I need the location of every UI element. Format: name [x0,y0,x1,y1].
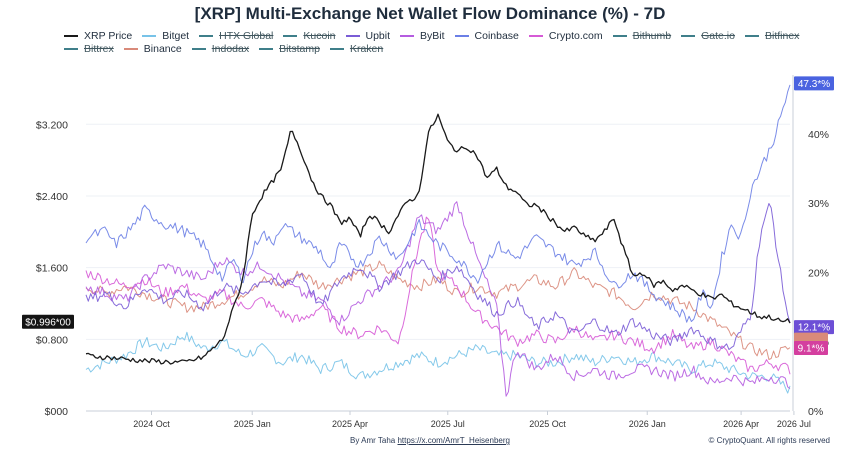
x-tick-label: 2025 Jul [431,419,465,429]
legend-label: Crypto.com [548,30,603,42]
legend-label: Bitget [162,30,190,42]
series-line-coinbase [85,84,791,323]
copyright-notice: © CryptoQuant. All rights reserved [708,436,831,445]
x-tick-label: 2026 Jan [629,419,666,429]
author-credit: By Amr Taha https://x.com/AmrT_Heisenber… [0,436,860,445]
series-line-binance [85,260,791,360]
y-left-tick-label: $0.800 [36,334,68,346]
series-line-upbit [85,203,791,350]
y-left-tick-label: $2.400 [36,191,68,203]
legend-swatch [454,35,469,37]
y-left-tick-label: $000 [45,406,69,418]
legend-label: ByBit [420,30,445,42]
legend-swatch [681,35,696,37]
legend-swatch [259,48,274,50]
legend-swatch [142,35,157,37]
legend-item-bitget[interactable]: Bitget [142,30,189,42]
legend-label: Coinbase [474,30,519,42]
author-credit-link[interactable]: https://x.com/AmrT_Heisenberg [397,436,510,445]
legend-swatch [528,35,543,37]
x-tick-label: 2026 Jul [777,419,811,429]
binance-badge-text: 9.1*% [798,343,825,354]
y-left-tick-label: $3.200 [36,119,68,131]
y-left-tick-label: $1.600 [36,263,68,275]
legend-item-xrp-price[interactable]: XRP Price [64,30,132,42]
legend-item-htx-global[interactable]: HTX Global [199,30,273,42]
legend-label: Bitstamp [279,43,320,55]
y-right-tick-label: 0% [808,406,823,418]
legend-item-binance[interactable]: Binance [123,43,182,55]
legend-item-bitstamp[interactable]: Bitstamp [259,43,320,55]
legend-item-bybit[interactable]: ByBit [400,30,445,42]
legend-swatch [123,48,138,50]
legend-swatch [199,35,214,37]
legend-label: Bithumb [632,30,672,42]
price-badge-bg [22,314,74,329]
legend-label: Bitfinex [764,30,800,42]
legend-swatch [400,35,415,37]
binance-badge-bg [794,340,828,355]
upbit-badge-bg [794,320,834,335]
legend-item-gate-io[interactable]: Gate.io [681,30,735,42]
x-tick-label: 2025 Apr [332,419,368,429]
legend-label: HTX Global [219,30,274,42]
legend-label: Kraken [349,43,384,55]
legend-item-upbit[interactable]: Upbit [345,30,391,42]
legend-item-kucoin[interactable]: Kucoin [283,30,336,42]
legend-label: Gate.io [701,30,735,42]
series-line-crypto-com [85,216,791,375]
y-right-tick-label: 30% [808,198,829,210]
series-line-bybit [85,201,791,397]
legend-label: Indodax [211,43,250,55]
legend-swatch [744,35,759,37]
legend-item-bithumb[interactable]: Bithumb [612,30,672,42]
legend-label: Kucoin [303,30,336,42]
legend-item-bittrex[interactable]: Bittrex [64,43,114,55]
upbit-badge-text: 12.1*% [798,323,830,334]
legend-swatch [612,35,627,37]
series-line-bitget [85,331,791,394]
author-credit-text: By Amr Taha [350,436,396,445]
chart-title: [XRP] Multi-Exchange Net Wallet Flow Dom… [194,4,666,23]
x-tick-label: 2024 Oct [133,419,170,429]
legend-swatch [329,48,344,50]
coinbase-badge-bg [794,76,834,91]
series-line-xrp-price [85,113,791,365]
legend-swatch [191,48,206,50]
legend-item-bitfinex[interactable]: Bitfinex [744,30,800,42]
legend-item-coinbase[interactable]: Coinbase [454,30,519,42]
price-badge-text: $0.996*00 [25,317,71,328]
legend-swatch [64,35,78,37]
legend-swatch [64,48,78,50]
legend-label: Binance [143,43,182,55]
x-tick-label: 2025 Oct [529,419,566,429]
chart-legend: XRP Price Bitget HTX Global Kucoin Upbit ByBi… [64,30,844,55]
x-tick-label: 2025 Jan [234,419,271,429]
legend-item-kraken[interactable]: Kraken [329,43,384,55]
legend-item-crypto-com[interactable]: Crypto.com [528,30,603,42]
y-right-tick-label: 40% [808,129,829,141]
legend-swatch [345,35,360,37]
coinbase-badge-text: 47.3*% [798,79,830,90]
legend-item-indodax[interactable]: Indodax [191,43,250,55]
x-tick-label: 2026 Apr [723,419,759,429]
y-right-tick-label: 20% [808,267,829,279]
legend-label: Upbit [365,30,391,42]
legend-label: XRP Price [84,30,133,42]
legend-swatch [283,35,298,37]
legend-label: Bittrex [84,43,114,55]
